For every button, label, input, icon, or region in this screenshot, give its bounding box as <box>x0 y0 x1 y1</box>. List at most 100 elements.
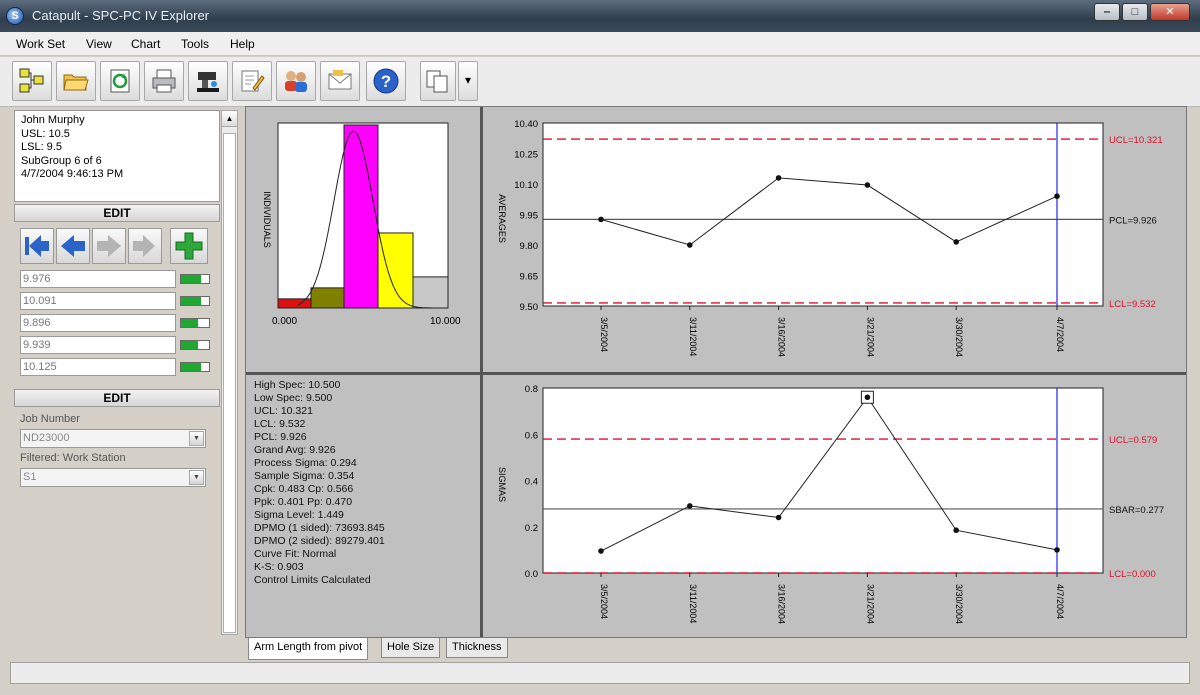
value-level-bar <box>180 362 210 372</box>
data-point <box>1054 547 1060 553</box>
y-axis-label: SIGMAS <box>497 467 507 502</box>
mail-button[interactable] <box>320 61 360 101</box>
menu-help[interactable]: Help <box>230 37 255 51</box>
last-subgroup-button[interactable] <box>128 228 162 264</box>
window-controls: ‒ □ ✕ <box>1092 3 1190 23</box>
y-tick-label: 0.6 <box>525 430 538 441</box>
menu-chart[interactable]: Chart <box>131 37 161 51</box>
stat-line: DPMO (1 sided): 73693.845 <box>254 522 385 534</box>
histogram-bar <box>310 287 345 309</box>
stat-line: High Spec: 10.500 <box>254 379 341 391</box>
last-arrow-icon <box>133 235 155 257</box>
open-button[interactable] <box>56 61 96 101</box>
chart-canvas: INDIVIDUALS 0.000 10.000 AVERAGES 10.40 10.25… <box>262 119 1164 624</box>
x-tick-label: 3/30/2004 <box>954 584 964 624</box>
value-level-bar <box>180 318 210 328</box>
close-button[interactable]: ✕ <box>1150 3 1190 21</box>
data-point <box>864 394 871 401</box>
status-bar <box>10 662 1190 684</box>
minimize-button[interactable]: ‒ <box>1094 3 1120 21</box>
left-panel-scrollbar[interactable]: ▲ <box>221 110 238 635</box>
job-number-value: ND23000 <box>23 432 70 444</box>
add-subgroup-button[interactable] <box>170 228 208 264</box>
work-station-select[interactable]: S1 ▼ <box>20 468 206 487</box>
value-level-bar <box>180 340 210 350</box>
edit-notes-button[interactable] <box>232 61 272 101</box>
workset-tree-icon <box>19 68 44 93</box>
histogram-y-label: INDIVIDUALS <box>262 191 272 248</box>
value-level-bar <box>180 274 210 284</box>
stat-line: Control Limits Calculated <box>254 574 371 586</box>
help-button[interactable]: ? <box>366 61 406 101</box>
data-point <box>687 242 693 248</box>
horizontal-divider[interactable] <box>246 372 1186 375</box>
data-point <box>864 182 871 188</box>
stat-line: LCL: 9.532 <box>254 418 306 430</box>
control-limit-label: UCL=10.321 <box>1109 135 1163 146</box>
subgroup-info: John Murphy USL: 10.5 LSL: 9.5 SubGroup … <box>14 110 220 202</box>
first-subgroup-button[interactable] <box>20 228 54 264</box>
print-button[interactable] <box>144 61 184 101</box>
tab-hole-size[interactable]: Hole Size <box>381 638 441 658</box>
stat-line: Sample Sigma: 0.354 <box>254 470 355 482</box>
scroll-up-arrow-icon[interactable]: ▲ <box>222 111 237 127</box>
y-tick-label: 10.25 <box>514 150 538 161</box>
x-tick-label: 3/16/2004 <box>777 584 787 624</box>
control-limit-label: LCL=9.532 <box>1109 299 1156 310</box>
previous-arrow-icon <box>61 235 85 257</box>
x-tick-label: 4/7/2004 <box>1055 584 1065 619</box>
menu-work-set[interactable]: Work Set <box>16 37 66 51</box>
stat-line: Low Spec: 9.500 <box>254 392 333 404</box>
y-tick-label: 0.2 <box>525 523 538 534</box>
print-icon <box>152 69 176 93</box>
x-tick-label: 3/5/2004 <box>599 317 609 352</box>
machine-button[interactable] <box>188 61 228 101</box>
control-limit-label: SBAR=0.277 <box>1109 505 1164 516</box>
copy-dropdown-arrow[interactable]: ▾ <box>458 61 478 101</box>
subgroup-value-field[interactable]: 10.091 <box>20 292 176 310</box>
value-level-bar <box>180 296 210 306</box>
menu-view[interactable]: View <box>86 37 112 51</box>
svg-text:?: ? <box>381 72 391 91</box>
toolbar: ? ▾ <box>0 57 1200 107</box>
tab-thickness[interactable]: Thickness <box>446 638 508 658</box>
scroll-thumb[interactable] <box>223 133 236 633</box>
y-tick-label: 9.50 <box>520 302 539 313</box>
data-point <box>598 548 604 554</box>
edit-header: EDIT <box>14 204 220 222</box>
menu-tools[interactable]: Tools <box>181 37 210 51</box>
histogram-x-tick: 10.000 <box>430 316 461 327</box>
subgroup-value-field[interactable]: 9.896 <box>20 314 176 332</box>
data-point <box>775 175 782 181</box>
tab-arm-length[interactable]: Arm Length from pivot <box>248 638 369 660</box>
app-logo-icon: S <box>6 7 24 25</box>
workset-tree-button[interactable] <box>12 61 52 101</box>
copy-button[interactable] <box>420 61 456 101</box>
stat-line: Process Sigma: 0.294 <box>254 457 357 469</box>
chevron-down-icon[interactable]: ▼ <box>189 431 204 446</box>
job-number-select[interactable]: ND23000 ▼ <box>20 429 206 448</box>
subgroup-count: SubGroup 6 of 6 <box>21 154 102 167</box>
next-subgroup-button[interactable] <box>92 228 126 264</box>
subgroup-value-field[interactable]: 10.125 <box>20 358 176 376</box>
stat-line: Grand Avg: 9.926 <box>254 444 336 456</box>
subgroup-value-field[interactable]: 9.939 <box>20 336 176 354</box>
x-tick-label: 3/21/2004 <box>865 317 875 357</box>
control-limit-label: UCL=0.579 <box>1109 435 1157 446</box>
users-button[interactable] <box>276 61 316 101</box>
menu-bar: Work Set View Chart Tools Help <box>0 32 1200 56</box>
users-icon <box>285 71 307 92</box>
series-line <box>600 396 1058 552</box>
copy-icon <box>426 70 448 93</box>
value-level-fill <box>181 319 198 327</box>
x-tick-label: 3/11/2004 <box>688 317 698 356</box>
subgroup-value-field[interactable]: 9.976 <box>20 270 176 288</box>
title-bar: S Catapult - SPC-PC IV Explorer ‒ □ ✕ <box>0 0 1200 32</box>
refresh-button[interactable] <box>100 61 140 101</box>
previous-subgroup-button[interactable] <box>56 228 90 264</box>
maximize-button[interactable]: □ <box>1122 3 1148 21</box>
chevron-down-icon[interactable]: ▼ <box>189 470 204 485</box>
refresh-icon <box>110 69 130 93</box>
statistics-panel: High Spec: 10.500 Low Spec: 9.500 UCL: 10.… <box>254 379 479 587</box>
series-line <box>600 177 1058 246</box>
